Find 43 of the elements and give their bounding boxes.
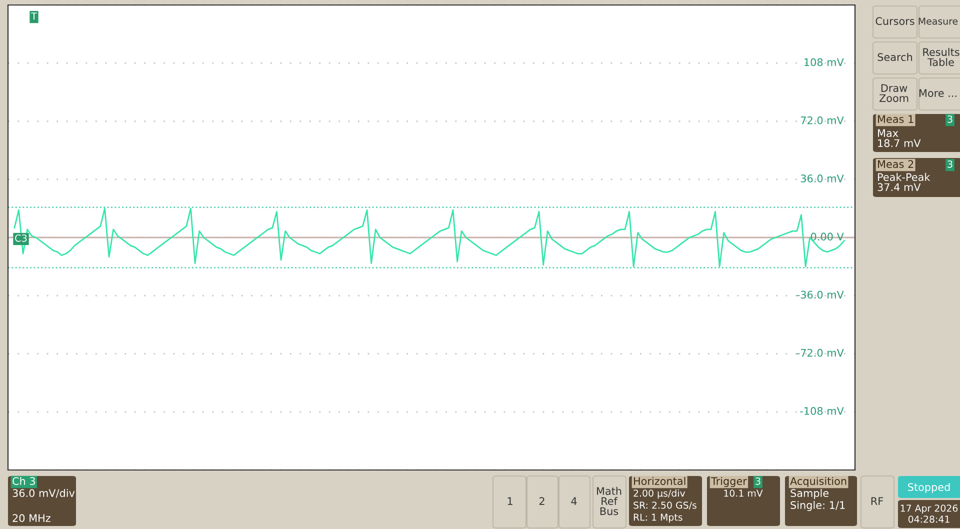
text: 36.0 mV/div — [12, 488, 75, 498]
text: Meas 2 — [878, 160, 914, 168]
text: Peak-Peak 37.4 mV — [878, 172, 930, 192]
y-tick-label: 36.0 mV — [800, 174, 844, 182]
text: Max 18.7 mV — [878, 129, 921, 148]
text: Stopped — [908, 482, 950, 494]
text: 1 — [508, 497, 512, 505]
text: Math Ref Bus — [596, 486, 622, 516]
text: Ch 3 — [12, 476, 35, 486]
text: Cursors — [876, 17, 914, 26]
text: 2 — [539, 497, 544, 505]
annotation: T — [31, 12, 37, 20]
y-tick-label: 108 mV — [804, 58, 844, 66]
text: Trigger — [710, 476, 747, 488]
text: 20 MHz — [12, 514, 50, 522]
text: 4 — [571, 497, 577, 505]
text: Sample — [790, 488, 829, 500]
text: 3 — [756, 477, 760, 485]
y-tick-label: -108 mV — [800, 407, 844, 415]
y-tick-label: -36.0 mV — [796, 290, 844, 299]
text: RF — [871, 497, 884, 505]
text: Results Table — [923, 48, 960, 66]
y-tick-label: 72.0 mV — [800, 116, 844, 124]
text: 17 Apr 2026 — [900, 504, 958, 514]
annotation: C3 — [15, 234, 27, 242]
text: RL: 1 Mpts — [634, 514, 682, 523]
y-tick-label: 0.00 V — [810, 232, 844, 241]
text: 3 — [948, 160, 952, 168]
text: 3 — [948, 115, 952, 123]
text: Single: 1/1 — [790, 500, 845, 512]
text: Measure — [918, 18, 958, 25]
text: 04:28:41 — [908, 516, 950, 523]
text: Search — [878, 52, 912, 62]
text: 10.1 mV — [724, 490, 763, 497]
text: Meas 1 — [878, 115, 914, 124]
text: 2.00 µs/div — [634, 489, 686, 499]
text: Draw Zoom — [879, 84, 908, 102]
y-tick-label: -72.0 mV — [796, 348, 844, 357]
text: More ... — [919, 89, 956, 98]
text: SR: 2.50 GS/s — [634, 502, 696, 510]
text: Acquisition — [790, 476, 846, 488]
text: Horizontal — [634, 476, 686, 486]
line-series — [14, 208, 845, 268]
